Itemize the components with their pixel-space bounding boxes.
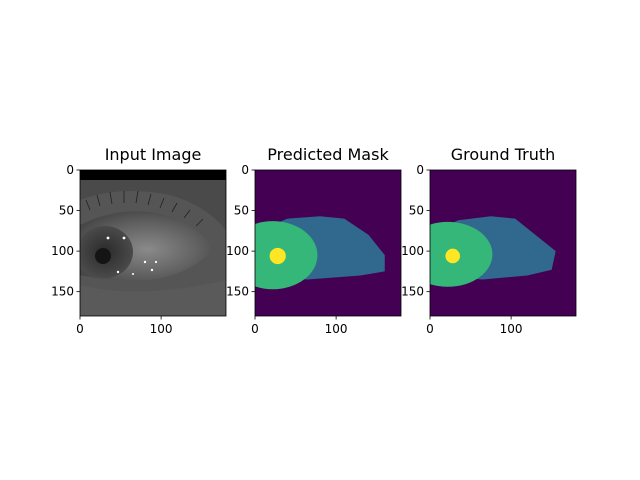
input-image-glint [122,236,126,240]
input-image-glint [106,236,110,240]
input-image-upper-lid [80,180,226,230]
y-tick-label: 150 [401,285,424,299]
input-image-glint [132,273,134,275]
y-tick-label: 150 [226,285,249,299]
predicted-mask-plot [255,170,401,316]
input-image-lashes [85,190,204,227]
input-image-frame [79,169,227,317]
panel-title-predicted-mask: Predicted Mask [267,145,389,164]
y-tick-label: 0 [66,163,74,177]
ground-truth-axes: 0 100 0 50 100 150 [401,163,522,336]
panel-input-image: Input Image 0 100 0 50 100 150 [51,145,227,336]
input-image-plot [80,170,226,316]
y-tick-label: 100 [226,244,249,258]
x-tick-label: 100 [500,322,523,336]
x-tick-label: 0 [251,322,259,336]
x-tick-label: 100 [325,322,348,336]
predicted-mask-axes: 0 100 0 50 100 150 [226,163,347,336]
y-tick-label: 150 [51,285,74,299]
input-image-lower-skin [80,280,226,316]
ground-truth-frame [429,169,577,317]
mask-pupil [445,248,461,264]
y-tick-label: 50 [409,204,424,218]
predicted-mask-frame [254,169,402,317]
input-image-glint [143,260,147,264]
panel-predicted-mask: Predicted Mask 0 100 0 50 100 150 [226,145,402,336]
x-tick-label: 0 [76,322,84,336]
y-tick-label: 100 [51,244,74,258]
input-image-top-band [80,170,226,180]
mask-pupil-region [255,221,318,290]
panel-title-ground-truth: Ground Truth [451,145,556,164]
y-tick-label: 50 [59,204,74,218]
input-image-glint [116,270,120,274]
y-tick-label: 0 [416,163,424,177]
panel-ground-truth: Ground Truth 0 100 0 50 100 150 [401,145,577,336]
y-tick-label: 100 [401,244,424,258]
x-tick-label: 100 [150,322,173,336]
y-tick-label: 0 [241,163,249,177]
input-image-pupil [95,248,111,264]
ground-truth-plot [430,170,576,316]
input-image-glint [154,260,158,264]
panel-title-input-image: Input Image [105,145,202,164]
mask-pupil-region [430,221,493,287]
input-image-glint [150,268,154,272]
x-tick-label: 0 [426,322,434,336]
y-tick-label: 50 [234,204,249,218]
mask-pupil [269,247,286,265]
input-image-axes: 0 100 0 50 100 150 [51,163,172,336]
